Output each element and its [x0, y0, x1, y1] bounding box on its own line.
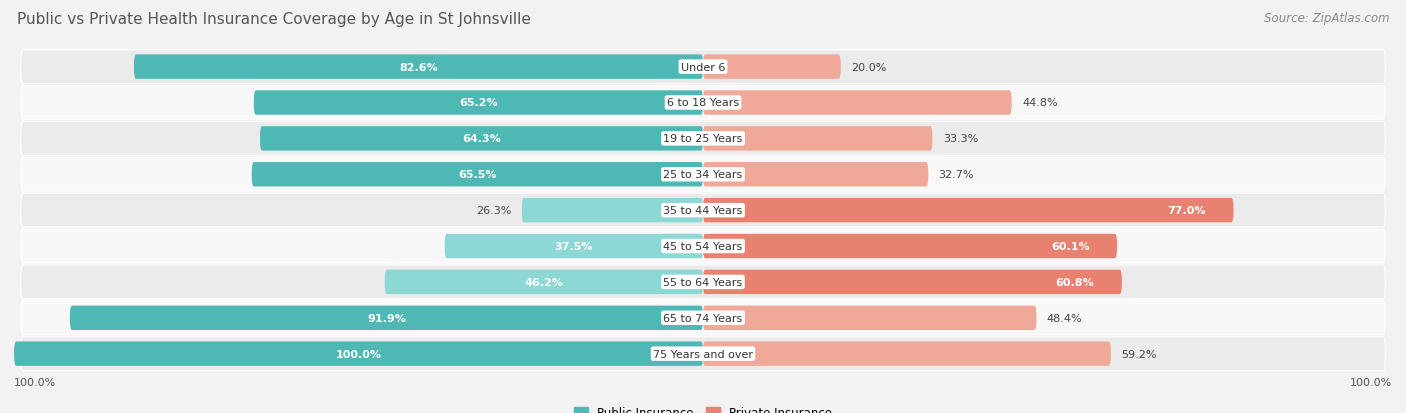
Text: 55 to 64 Years: 55 to 64 Years: [664, 277, 742, 287]
FancyBboxPatch shape: [703, 234, 1116, 259]
FancyBboxPatch shape: [21, 301, 1385, 335]
FancyBboxPatch shape: [703, 342, 1111, 366]
Text: 77.0%: 77.0%: [1167, 206, 1206, 216]
Text: 91.9%: 91.9%: [367, 313, 406, 323]
Text: 6 to 18 Years: 6 to 18 Years: [666, 98, 740, 108]
Text: 100.0%: 100.0%: [14, 377, 56, 387]
FancyBboxPatch shape: [21, 337, 1385, 370]
Text: 60.8%: 60.8%: [1056, 277, 1094, 287]
FancyBboxPatch shape: [21, 122, 1385, 156]
Text: 32.7%: 32.7%: [939, 170, 974, 180]
Text: 100.0%: 100.0%: [336, 349, 381, 359]
Text: 82.6%: 82.6%: [399, 62, 437, 72]
Text: Source: ZipAtlas.com: Source: ZipAtlas.com: [1264, 12, 1389, 25]
Text: 25 to 34 Years: 25 to 34 Years: [664, 170, 742, 180]
FancyBboxPatch shape: [14, 342, 703, 366]
FancyBboxPatch shape: [254, 91, 703, 115]
Text: 20.0%: 20.0%: [851, 62, 887, 72]
FancyBboxPatch shape: [703, 270, 1122, 294]
FancyBboxPatch shape: [703, 127, 932, 151]
Text: 100.0%: 100.0%: [1350, 377, 1392, 387]
FancyBboxPatch shape: [21, 86, 1385, 120]
FancyBboxPatch shape: [260, 127, 703, 151]
Text: 64.3%: 64.3%: [463, 134, 501, 144]
Text: 65.5%: 65.5%: [458, 170, 496, 180]
FancyBboxPatch shape: [703, 55, 841, 80]
Text: 60.1%: 60.1%: [1050, 242, 1090, 252]
Text: 65.2%: 65.2%: [460, 98, 498, 108]
Text: 19 to 25 Years: 19 to 25 Years: [664, 134, 742, 144]
Text: 44.8%: 44.8%: [1022, 98, 1057, 108]
FancyBboxPatch shape: [252, 163, 703, 187]
Text: 33.3%: 33.3%: [943, 134, 979, 144]
Text: 46.2%: 46.2%: [524, 277, 564, 287]
Text: 75 Years and over: 75 Years and over: [652, 349, 754, 359]
FancyBboxPatch shape: [703, 163, 928, 187]
Text: Under 6: Under 6: [681, 62, 725, 72]
Text: 37.5%: 37.5%: [554, 242, 593, 252]
FancyBboxPatch shape: [134, 55, 703, 80]
FancyBboxPatch shape: [21, 230, 1385, 263]
FancyBboxPatch shape: [703, 91, 1012, 115]
Legend: Public Insurance, Private Insurance: Public Insurance, Private Insurance: [569, 401, 837, 413]
Text: 35 to 44 Years: 35 to 44 Years: [664, 206, 742, 216]
FancyBboxPatch shape: [385, 270, 703, 294]
FancyBboxPatch shape: [70, 306, 703, 330]
FancyBboxPatch shape: [703, 199, 1233, 223]
FancyBboxPatch shape: [21, 51, 1385, 84]
Text: 65 to 74 Years: 65 to 74 Years: [664, 313, 742, 323]
Text: Public vs Private Health Insurance Coverage by Age in St Johnsville: Public vs Private Health Insurance Cover…: [17, 12, 530, 27]
FancyBboxPatch shape: [21, 266, 1385, 299]
FancyBboxPatch shape: [703, 306, 1036, 330]
Text: 59.2%: 59.2%: [1121, 349, 1157, 359]
FancyBboxPatch shape: [21, 158, 1385, 192]
Text: 45 to 54 Years: 45 to 54 Years: [664, 242, 742, 252]
FancyBboxPatch shape: [444, 234, 703, 259]
FancyBboxPatch shape: [21, 194, 1385, 228]
FancyBboxPatch shape: [522, 199, 703, 223]
Text: 26.3%: 26.3%: [477, 206, 512, 216]
Text: 48.4%: 48.4%: [1047, 313, 1083, 323]
